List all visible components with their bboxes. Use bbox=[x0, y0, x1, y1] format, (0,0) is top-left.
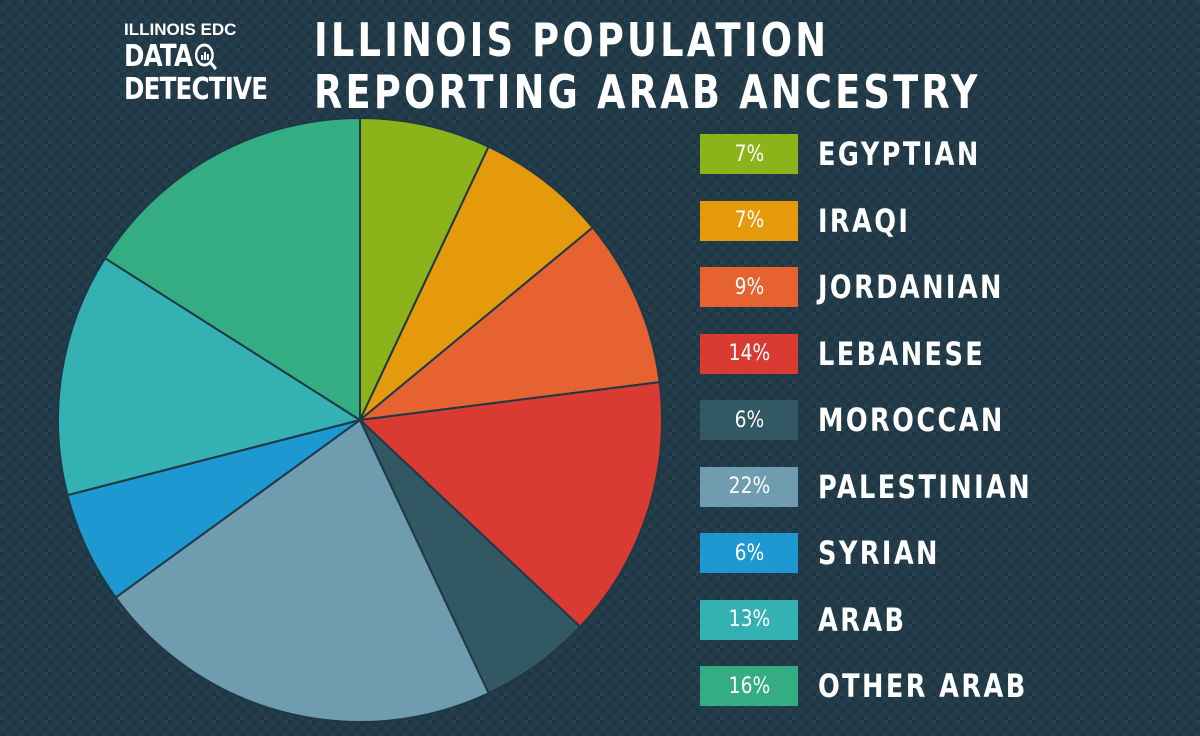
logo-word-data: DATA bbox=[124, 39, 193, 74]
legend: 7% EGYPTIAN 7% IRAQI 9% JORDANIAN 14% LEBANESE 6… bbox=[700, 134, 1086, 733]
magnifier-chart-icon bbox=[195, 43, 217, 71]
pie-slice-lebanese bbox=[357, 381, 663, 629]
legend-swatch-value: 6% bbox=[700, 533, 798, 573]
legend-swatch-value: 22% bbox=[700, 466, 798, 507]
legend-swatch-value: 13% bbox=[700, 599, 798, 640]
pie-slice-jordanian bbox=[356, 226, 661, 422]
pie-slice-palestinian bbox=[114, 418, 490, 723]
chart-title: ILLINOIS POPULATION REPORTING ARAB ANCES… bbox=[314, 13, 981, 119]
legend-swatch-value: 7% bbox=[700, 134, 798, 174]
legend-swatch-value: 16% bbox=[700, 666, 798, 706]
legend-label: LEBANESE bbox=[818, 334, 986, 373]
legend-label: PALESTINIAN bbox=[818, 467, 1033, 506]
pie-chart bbox=[57, 116, 663, 723]
legend-item: 7% EGYPTIAN bbox=[700, 134, 1086, 174]
legend-item: 22% PALESTINIAN bbox=[700, 466, 1086, 507]
pie-slice-egyptian bbox=[359, 116, 490, 421]
legend-swatch-value: 14% bbox=[700, 333, 798, 374]
legend-label: IRAQI bbox=[818, 201, 911, 240]
legend-label: MOROCCAN bbox=[818, 401, 1005, 439]
legend-label: OTHER ARAB bbox=[818, 667, 1028, 705]
pie-slice-iraqi bbox=[359, 145, 595, 421]
legend-item: 13% ARAB bbox=[700, 599, 1086, 640]
legend-item: 6% MOROCCAN bbox=[700, 400, 1086, 440]
legend-label: JORDANIAN bbox=[818, 268, 1004, 306]
logo: ILLINOIS EDC DATA DETECTIVE bbox=[124, 20, 268, 106]
legend-item: 16% OTHER ARAB bbox=[700, 666, 1086, 706]
legend-label: EGYPTIAN bbox=[818, 135, 981, 173]
pie-slice-arab bbox=[57, 256, 363, 497]
legend-item: 9% JORDANIAN bbox=[700, 267, 1086, 307]
legend-swatch-value: 6% bbox=[700, 400, 798, 440]
legend-item: 6% SYRIAN bbox=[700, 533, 1086, 573]
legend-label: ARAB bbox=[818, 600, 907, 639]
legend-item: 7% IRAQI bbox=[700, 200, 1086, 241]
logo-org: ILLINOIS EDC bbox=[124, 20, 237, 39]
legend-label: SYRIAN bbox=[818, 534, 940, 572]
legend-item: 14% LEBANESE bbox=[700, 333, 1086, 374]
pie-slice-other-arab bbox=[103, 116, 361, 422]
legend-swatch-value: 9% bbox=[700, 267, 798, 307]
legend-swatch-value: 7% bbox=[700, 200, 798, 241]
